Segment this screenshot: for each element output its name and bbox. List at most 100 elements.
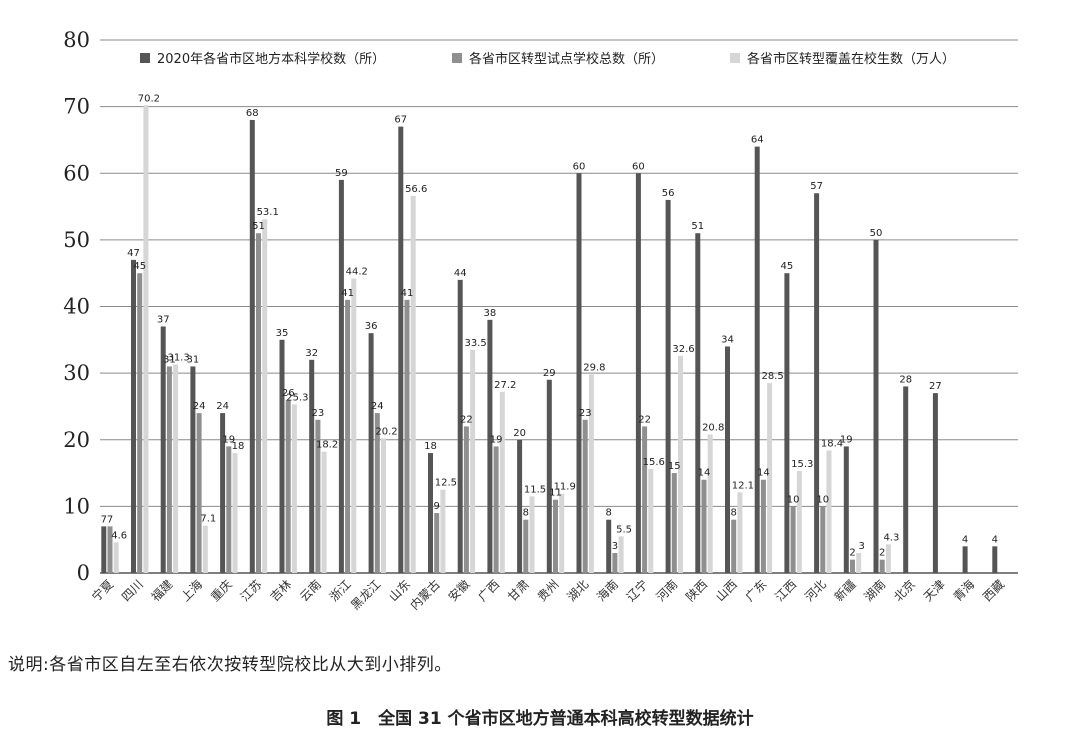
data-label: 4 — [992, 534, 998, 545]
bar-1 — [131, 259, 136, 573]
data-label: 18 — [232, 441, 245, 452]
bar-1 — [517, 439, 523, 573]
x-tick-label: 甘肃 — [505, 577, 532, 604]
y-tick-label: 40 — [63, 295, 90, 319]
y-tick-label: 30 — [63, 361, 90, 385]
legend-label: 2020年各省市区地方本科学校数（所） — [157, 51, 385, 67]
bar-1 — [428, 453, 433, 573]
bar-1 — [487, 319, 493, 573]
bar-3 — [113, 542, 119, 573]
bar-3 — [856, 553, 862, 573]
data-label: 19 — [840, 434, 853, 445]
bar-2 — [671, 473, 677, 573]
legend-label: 各省市区转型试点学校总数（所） — [469, 51, 664, 67]
legend-label: 各省市区转型覆盖在校生数（万人） — [747, 51, 955, 67]
bar-2 — [166, 366, 172, 573]
data-label: 35 — [276, 328, 289, 339]
data-label: 53.1 — [257, 207, 279, 218]
data-label: 9 — [434, 501, 440, 512]
data-label: 8 — [523, 508, 529, 519]
data-label: 4.3 — [883, 532, 899, 543]
data-label: 41 — [341, 288, 354, 299]
data-label: 10 — [816, 494, 829, 505]
data-label: 60 — [573, 161, 586, 172]
bar-3 — [262, 219, 268, 573]
x-tick-label: 河南 — [653, 577, 681, 605]
x-tick-label: 海南 — [593, 577, 621, 605]
data-label: 45 — [133, 261, 146, 272]
data-label: 25.3 — [286, 392, 308, 403]
data-label: 36 — [365, 321, 378, 332]
bar-2 — [612, 553, 618, 573]
bar-1 — [309, 359, 315, 573]
bar-3 — [321, 451, 327, 573]
data-label: 31 — [187, 354, 200, 365]
bar-1 — [398, 126, 404, 574]
bar-2 — [820, 506, 826, 573]
x-tick-label: 辽宁 — [623, 577, 651, 605]
bar-1 — [338, 179, 344, 573]
x-tick-label: 吉林 — [267, 577, 294, 604]
y-tick-label: 0 — [77, 561, 90, 585]
chart-note: 说明:各省市区自左至右依次按转型院校比从大到小排列。 — [8, 655, 452, 675]
bar-2 — [731, 519, 737, 573]
data-label: 22 — [638, 414, 651, 425]
data-label: 44.2 — [346, 267, 368, 278]
x-tick-label: 内蒙古 — [407, 577, 443, 613]
x-tick-label: 山西 — [713, 577, 740, 604]
x-tick-label: 陕西 — [683, 577, 711, 605]
data-label: 64 — [751, 135, 764, 146]
data-label: 15.3 — [791, 459, 813, 470]
bar-3 — [499, 391, 505, 573]
bar-3 — [737, 492, 743, 573]
bar-2 — [315, 419, 321, 573]
data-label: 8 — [731, 508, 737, 519]
bar-2 — [285, 399, 291, 573]
bar-3 — [143, 105, 149, 573]
bar-1 — [576, 173, 582, 573]
data-labels: 7 74.6474570.2373131.331247.1241918685153… — [101, 93, 998, 558]
data-label: 59 — [335, 168, 348, 179]
y-tick-label: 20 — [63, 428, 90, 452]
legend-swatch — [140, 53, 150, 63]
bar-2 — [790, 506, 796, 573]
data-label: 50 — [870, 228, 883, 239]
bar-1 — [992, 546, 998, 573]
bars — [101, 105, 998, 574]
data-label: 22 — [460, 414, 473, 425]
bar-2 — [226, 446, 232, 573]
bar-1 — [754, 146, 760, 573]
bar-3 — [351, 278, 357, 573]
x-tick-label: 天津 — [921, 577, 948, 604]
figure-caption: 图 1 全国 31 个省市区地方普通本科高校转型数据统计 — [326, 709, 754, 729]
data-label: 8 — [606, 508, 612, 519]
x-tick-label: 湖南 — [861, 577, 889, 605]
data-label: 19 — [222, 434, 235, 445]
data-label: 28.5 — [761, 371, 783, 382]
data-label: 31 — [163, 354, 176, 365]
x-tick-label: 江西 — [772, 577, 799, 604]
bar-1 — [606, 519, 612, 573]
data-label: 7 — [107, 514, 113, 525]
bar-2 — [256, 233, 261, 573]
legend-swatch — [452, 53, 462, 63]
bar-2 — [553, 499, 558, 573]
bar-3 — [173, 364, 179, 573]
bar-3 — [707, 434, 713, 573]
data-label: 29.8 — [583, 362, 605, 373]
x-tick-label: 新疆 — [831, 577, 859, 605]
data-label: 32.6 — [672, 344, 694, 355]
bar-1 — [546, 379, 552, 573]
x-tick-label: 北京 — [891, 577, 918, 604]
bar-1 — [903, 386, 909, 573]
data-label: 28 — [899, 374, 912, 385]
bar-2 — [137, 273, 143, 573]
data-label: 60 — [632, 161, 645, 172]
bar-1 — [843, 446, 849, 573]
data-label: 12.1 — [732, 480, 754, 491]
bar-1 — [695, 233, 701, 573]
bar-2 — [701, 479, 707, 573]
data-label: 18 — [424, 441, 437, 452]
x-tick-label: 重庆 — [208, 577, 235, 604]
bar-2 — [879, 559, 885, 573]
